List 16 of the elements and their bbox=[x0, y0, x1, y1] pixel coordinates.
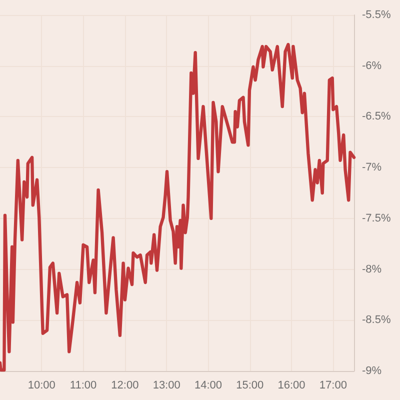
x-tick-label: 17:00 bbox=[319, 380, 347, 392]
x-tick-label: 11:00 bbox=[70, 380, 97, 392]
y-tick-label: -7% bbox=[362, 162, 382, 174]
y-tick-label: -9% bbox=[362, 365, 382, 377]
x-tick-label: 16:00 bbox=[278, 380, 306, 392]
x-tick-label: 14:00 bbox=[194, 380, 222, 392]
y-tick-label: -6% bbox=[362, 60, 382, 72]
x-tick-label: 13:00 bbox=[152, 380, 180, 392]
x-tick-label: 12:00 bbox=[111, 380, 139, 392]
y-tick-label: -5.5% bbox=[362, 9, 391, 21]
y-tick-label: -6.5% bbox=[362, 110, 391, 123]
x-tick-label: 15:00 bbox=[236, 380, 264, 392]
y-tick-label: -7.5% bbox=[362, 212, 391, 224]
x-tick-label: 10:00 bbox=[28, 380, 56, 392]
y-tick-label: -8% bbox=[362, 263, 382, 276]
y-tick-label: -8.5% bbox=[362, 314, 391, 326]
